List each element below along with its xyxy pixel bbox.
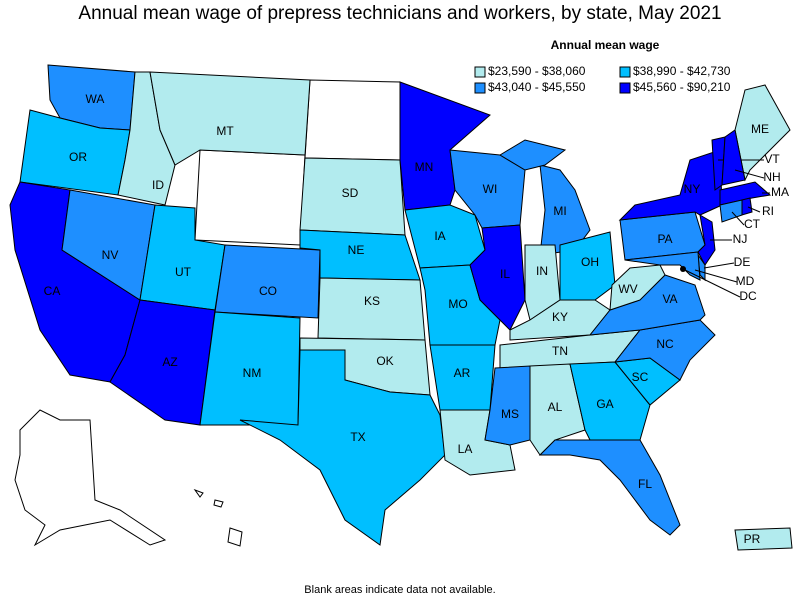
state-label: WV bbox=[618, 282, 637, 296]
state-label: NV bbox=[102, 248, 119, 262]
state-label: NH bbox=[763, 170, 780, 184]
state-label: MN bbox=[415, 160, 434, 174]
state-label: IL bbox=[500, 267, 510, 281]
state-label: MA bbox=[771, 185, 789, 199]
state-shape bbox=[741, 197, 753, 216]
state-label: WA bbox=[86, 92, 105, 106]
state-shape bbox=[239, 349, 446, 546]
state-shape bbox=[719, 181, 772, 206]
state-label: NE bbox=[348, 243, 365, 257]
state-shape bbox=[399, 81, 491, 211]
legend-swatch bbox=[474, 82, 486, 94]
legend-swatch bbox=[619, 82, 631, 94]
leader-line bbox=[694, 269, 738, 283]
state-label: PA bbox=[657, 232, 672, 246]
blank-state bbox=[194, 149, 306, 246]
state-shape bbox=[538, 439, 681, 536]
state-label: DE bbox=[734, 255, 751, 269]
state-label: NJ bbox=[733, 232, 748, 246]
legend-label: $45,560 - $90,210 bbox=[633, 80, 731, 94]
hawaii bbox=[227, 527, 243, 547]
state-label: MS bbox=[501, 407, 519, 421]
state-label: OH bbox=[581, 255, 599, 269]
leader-line bbox=[734, 169, 765, 179]
state-label: MI bbox=[553, 204, 566, 218]
state-shape bbox=[317, 277, 426, 341]
state-label: ME bbox=[751, 122, 769, 136]
state-shape bbox=[509, 299, 611, 341]
state-shape bbox=[149, 71, 311, 166]
state-shape bbox=[499, 139, 567, 171]
state-label: NC bbox=[656, 337, 674, 351]
state-label: AZ bbox=[162, 355, 177, 369]
legend-swatch bbox=[474, 66, 486, 78]
state-label: UT bbox=[175, 265, 192, 279]
state-label: NM bbox=[243, 366, 262, 380]
state-label: MO bbox=[448, 297, 467, 311]
legend-title: Annual mean wage bbox=[551, 38, 660, 52]
state-label: AR bbox=[454, 366, 471, 380]
state-shape bbox=[613, 319, 716, 381]
state-label: KS bbox=[364, 294, 380, 308]
state-shape bbox=[214, 244, 321, 319]
state-shape bbox=[734, 527, 793, 551]
state-label: CO bbox=[259, 284, 277, 298]
states: WA OR CA NV ID MT UT AZ CO NM SD NE KS OK TX MN IA MO AR LA… bbox=[9, 64, 793, 551]
state-label: OK bbox=[376, 354, 393, 368]
state-label: WI bbox=[483, 182, 498, 196]
state-label: OR bbox=[69, 150, 87, 164]
state-shape bbox=[624, 251, 701, 281]
state-label: IN bbox=[536, 264, 548, 278]
footnote: Blank areas indicate data not available. bbox=[304, 584, 495, 596]
state-label: SC bbox=[632, 370, 649, 384]
state-label: IA bbox=[434, 229, 445, 243]
hawaii bbox=[213, 499, 224, 508]
state-shape bbox=[559, 231, 616, 301]
state-label: ID bbox=[152, 178, 164, 192]
state-label: MD bbox=[736, 274, 755, 288]
state-label: NY bbox=[684, 182, 701, 196]
state-shape bbox=[469, 224, 526, 331]
state-label: GA bbox=[596, 397, 613, 411]
leader-line bbox=[731, 211, 745, 226]
state-label: VA bbox=[662, 292, 677, 306]
blank-state bbox=[304, 79, 401, 161]
state-shape bbox=[609, 264, 666, 311]
state-label: TX bbox=[350, 430, 365, 444]
state-label: CT bbox=[744, 217, 761, 231]
state-label: KY bbox=[552, 310, 568, 324]
state-label: LA bbox=[458, 442, 473, 456]
leader-line bbox=[747, 206, 761, 213]
leader-line bbox=[682, 268, 741, 298]
state-label: TN bbox=[552, 344, 568, 358]
state-label: RI bbox=[762, 204, 774, 218]
legend-label: $38,990 - $42,730 bbox=[633, 64, 731, 78]
legend-label: $23,590 - $38,060 bbox=[488, 64, 586, 78]
state-label: VT bbox=[764, 152, 780, 166]
state-label: MT bbox=[216, 124, 234, 138]
leader-line bbox=[703, 262, 735, 269]
state-label: DC bbox=[739, 289, 757, 303]
state-label: SD bbox=[342, 186, 359, 200]
alaska bbox=[14, 409, 167, 547]
hawaii bbox=[193, 488, 204, 498]
state-label: CA bbox=[44, 284, 61, 298]
state-label: PR bbox=[744, 532, 761, 546]
legend-label: $43,040 - $45,550 bbox=[488, 80, 586, 94]
state-label: AL bbox=[548, 400, 563, 414]
legend-swatch bbox=[619, 66, 631, 78]
map-title: Annual mean wage of prepress technicians… bbox=[78, 3, 721, 24]
state-shape bbox=[618, 149, 723, 221]
state-label: FL bbox=[638, 477, 652, 491]
